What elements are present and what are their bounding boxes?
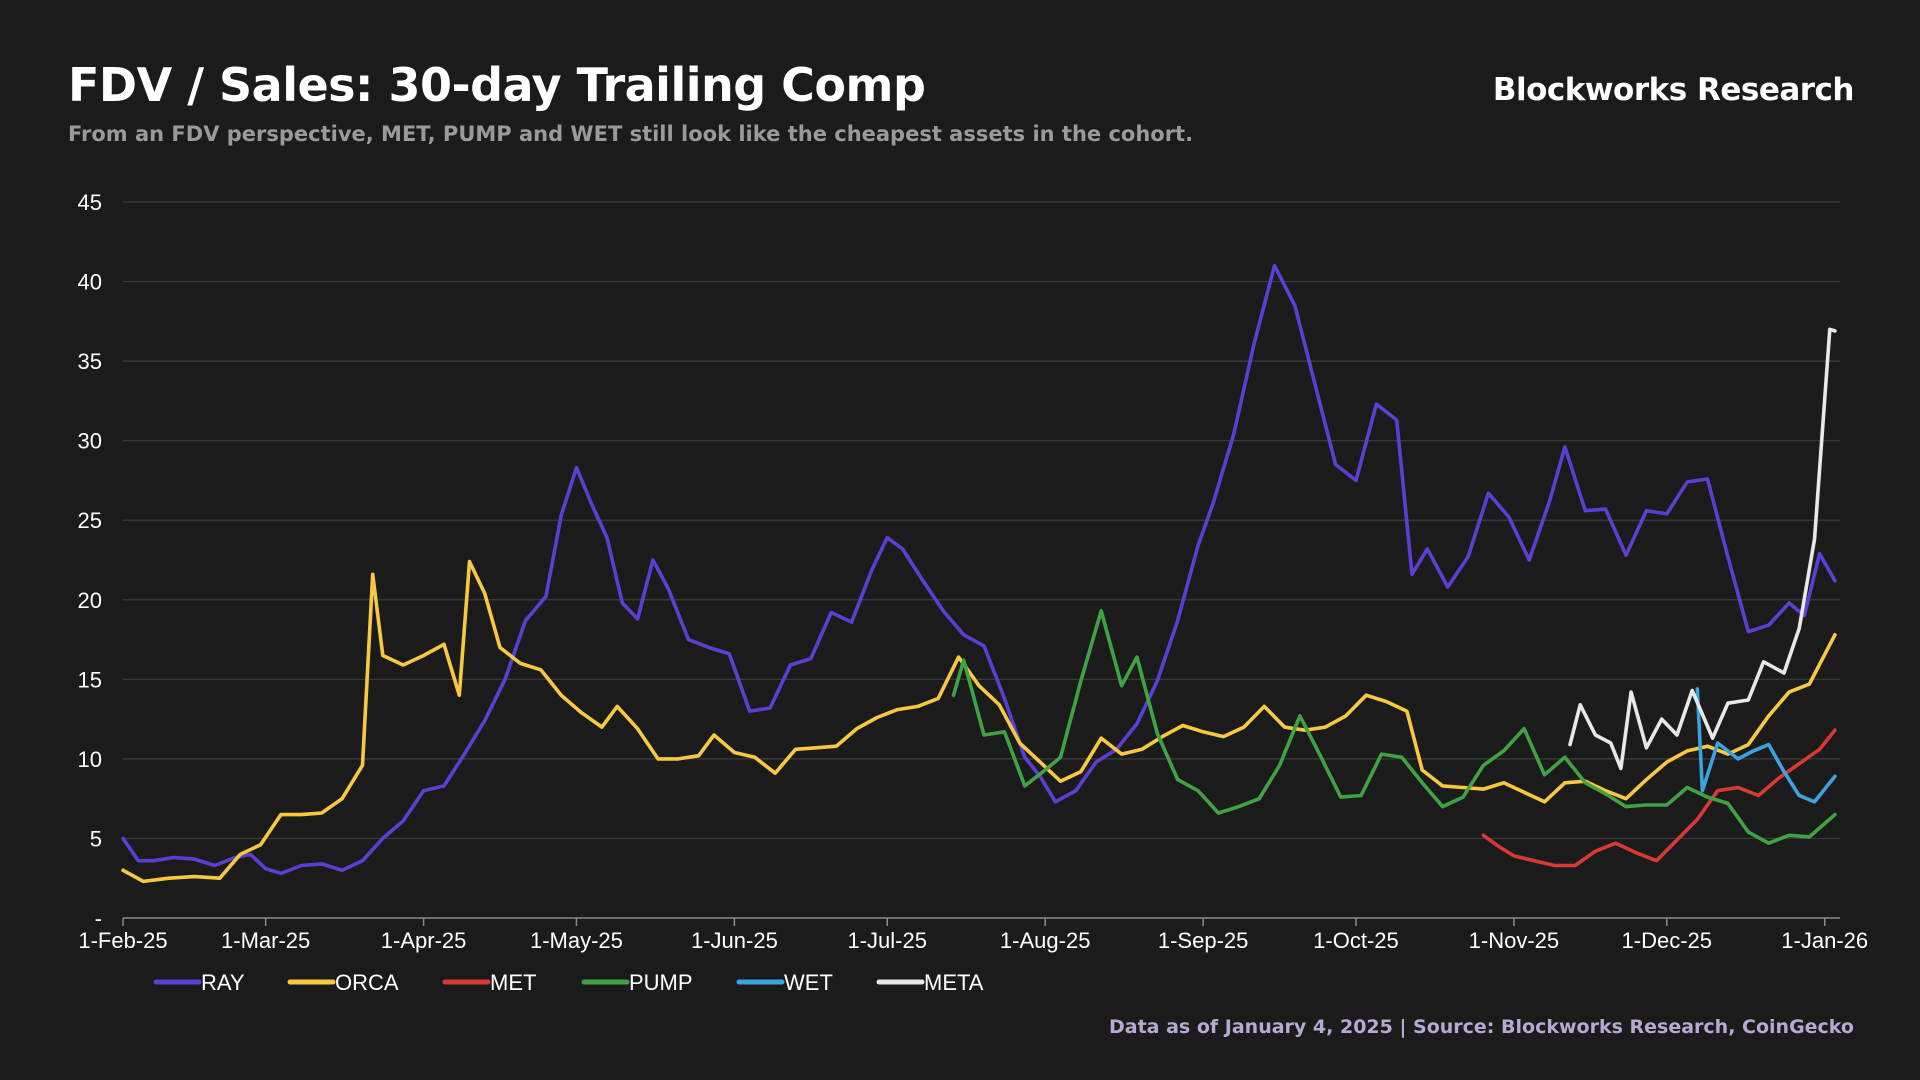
y-tick-label: 20 [78, 588, 102, 613]
x-tick-label: 1-Jul-25 [848, 928, 927, 953]
x-tick-label: 1-Jan-26 [1781, 928, 1868, 953]
series-line-meta [1568, 327, 1837, 771]
grid-lines [123, 201, 1840, 840]
legend-label-wet: WET [784, 970, 833, 995]
y-tick-label: 15 [78, 667, 102, 692]
x-tick-label: 1-Feb-25 [78, 928, 167, 953]
y-tick-label: 35 [78, 349, 102, 374]
series-line-wet [1695, 687, 1837, 804]
x-tick-label: 1-Jun-25 [691, 928, 778, 953]
x-tick-label: 1-Nov-25 [1469, 928, 1559, 953]
x-tick-label: 1-Sep-25 [1158, 928, 1249, 953]
series-line-met [1481, 728, 1837, 868]
legend-label-met: MET [490, 970, 536, 995]
legend-label-orca: ORCA [335, 970, 399, 995]
brand-logo-text: Blockworks Research [1492, 72, 1855, 108]
x-tick-label: 1-Oct-25 [1313, 928, 1399, 953]
chart-title: FDV / Sales: 30-day Trailing Comp [68, 58, 926, 112]
series-line-ray [121, 263, 1837, 876]
legend: RAY ORCA MET PUMP WET META [153, 970, 984, 995]
y-tick-label: 5 [90, 826, 102, 851]
legend-label-pump: PUMP [629, 970, 693, 995]
series-line-pump [951, 609, 1837, 846]
legend-label-meta: META [924, 970, 984, 995]
x-tick-label: 1-May-25 [530, 928, 623, 953]
y-tick-label: - [95, 906, 102, 931]
legend-label-ray: RAY [201, 970, 245, 995]
x-tick-label: 1-Apr-25 [381, 928, 467, 953]
y-tick-label: 25 [78, 508, 102, 533]
series-line-orca [121, 559, 1837, 884]
x-tick-label: 1-Dec-25 [1622, 928, 1712, 953]
y-tick-label: 30 [78, 429, 102, 454]
y-tick-label: 45 [78, 190, 102, 215]
x-tick-label: 1-Mar-25 [221, 928, 310, 953]
y-tick-label: 10 [78, 747, 102, 772]
series-lines [121, 263, 1837, 884]
x-axis: 1-Feb-25 1-Mar-25 1-Apr-25 1-May-25 1-Jun-25… [78, 917, 1868, 953]
source-note: Data as of January 4, 2025 | Source: Blo… [1109, 1016, 1854, 1038]
x-tick-label: 1-Aug-25 [1000, 928, 1091, 953]
chart-subtitle: From an FDV perspective, MET, PUMP and W… [68, 122, 1194, 146]
y-axis: - 5 10 15 20 25 30 35 40 45 [78, 190, 102, 931]
y-tick-label: 40 [78, 270, 102, 295]
